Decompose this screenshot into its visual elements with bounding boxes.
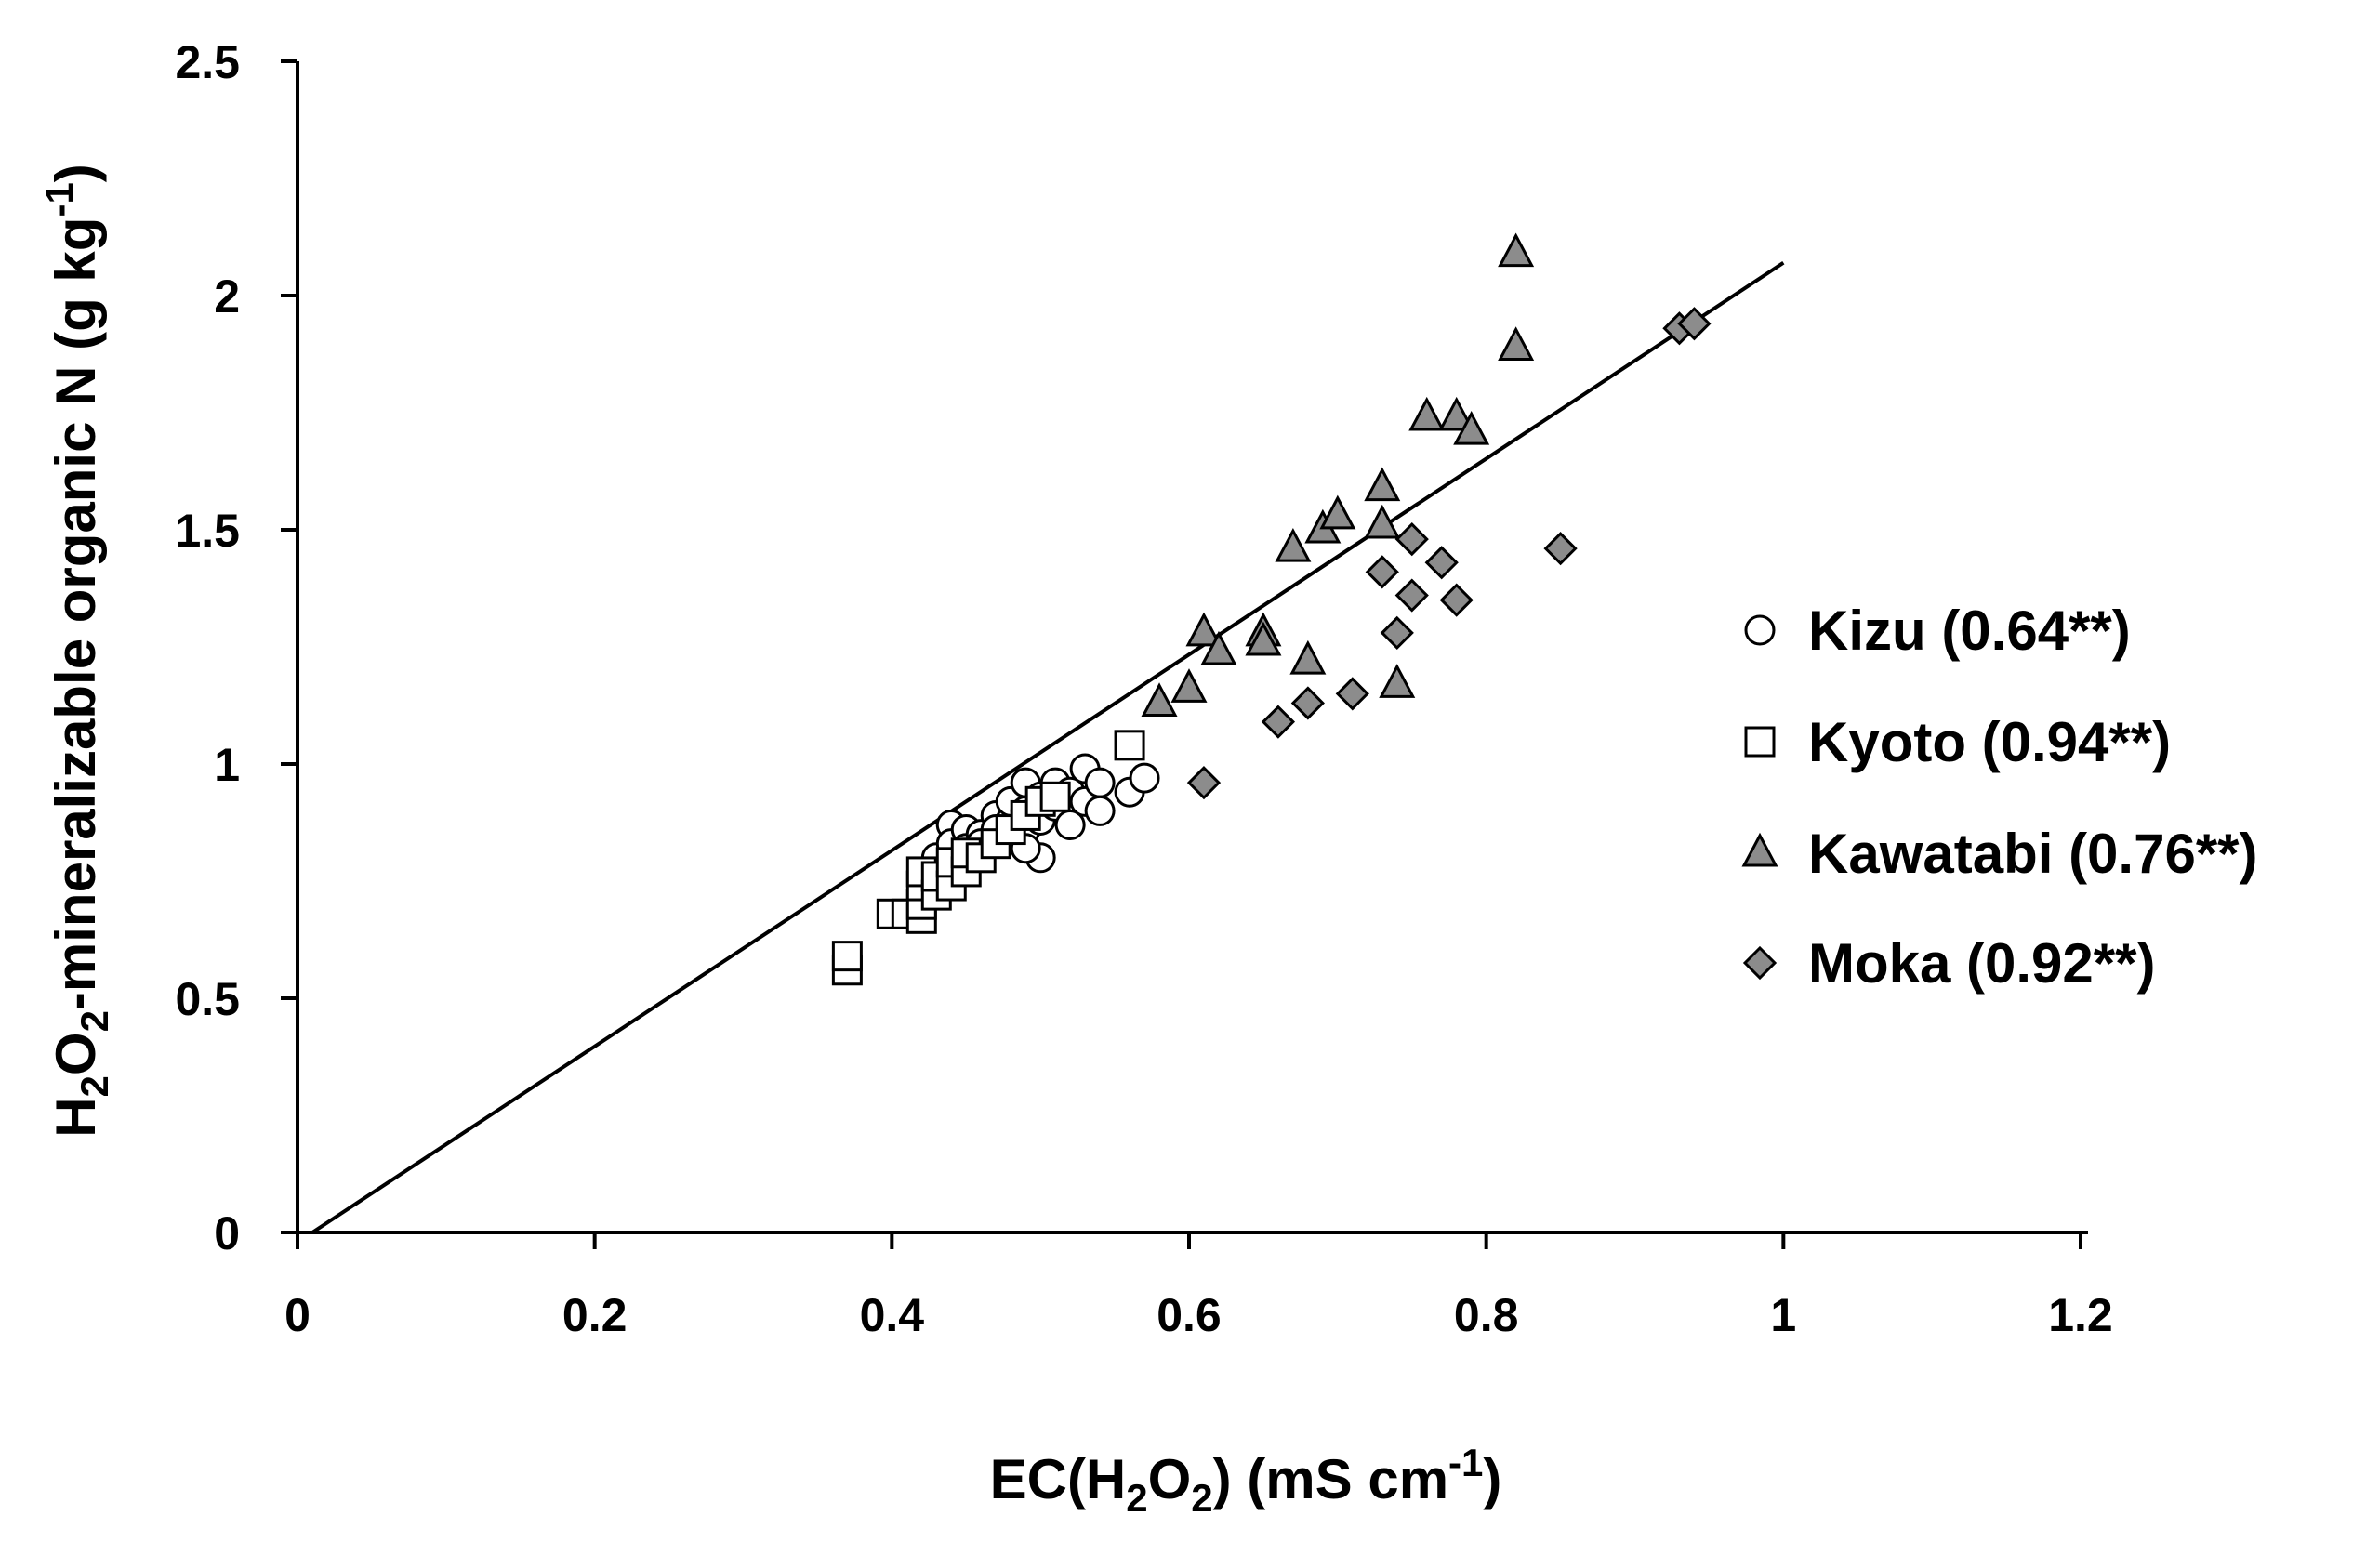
moka-point <box>1439 583 1474 617</box>
x-axis-title: EC(H2O2) (mS cm-1) <box>990 1441 1502 1520</box>
kizu-point <box>1084 795 1116 826</box>
kawatabi-point <box>1170 668 1208 703</box>
moka-point <box>1394 521 1429 557</box>
kawatabi-point <box>1498 232 1535 268</box>
legend-kizu-marker <box>1744 614 1776 646</box>
y-axis-title: H2O2-mineralizable organic N (g kg-1) <box>37 164 116 1138</box>
kizu-point <box>1084 767 1116 798</box>
legend-moka-label: Moka (0.92**) <box>1808 932 2155 995</box>
legend-kyoto-label: Kyoto (0.94**) <box>1808 711 2171 773</box>
x-tick-label: 0.8 <box>1454 1289 1519 1341</box>
kizu-point <box>1129 762 1160 794</box>
x-tick-label: 0 <box>284 1289 311 1341</box>
kawatabi-point <box>1141 682 1178 717</box>
moka-point <box>1335 677 1369 711</box>
legend-moka-marker <box>1742 945 1778 981</box>
kawatabi-point <box>1453 410 1490 445</box>
y-tick-label: 2.5 <box>175 36 240 88</box>
kyoto-point <box>1114 730 1145 761</box>
x-tick-label: 1 <box>1770 1289 1796 1341</box>
kawatabi-point <box>1275 527 1312 562</box>
x-tick-label: 1.2 <box>2048 1289 2113 1341</box>
legend-kyoto-marker <box>1744 726 1776 758</box>
kawatabi-point <box>1498 326 1535 361</box>
moka-point <box>1380 615 1414 651</box>
kawatabi-point <box>1364 504 1401 539</box>
legend-kizu-label: Kizu (0.64**) <box>1808 600 2131 662</box>
moka-point <box>1365 555 1399 589</box>
x-tick-label: 0.4 <box>860 1289 925 1341</box>
kawatabi-point <box>1185 612 1223 647</box>
kawatabi-point <box>1379 664 1416 698</box>
legend-kawatabi-label: Kawatabi (0.76**) <box>1808 823 2258 885</box>
kyoto-point <box>831 941 863 972</box>
x-tick-label: 0.2 <box>562 1289 628 1341</box>
kawatabi-point <box>1245 621 1282 656</box>
kyoto-point <box>1039 781 1071 812</box>
y-tick-label: 0.5 <box>175 973 240 1025</box>
legend-kawatabi-marker <box>1741 832 1778 867</box>
ticks: 0 0.2 0.4 0.6 0.8 1 1.2 0 0.5 1 1.5 2 2.5 <box>175 36 2112 1341</box>
x-tick-label: 0.6 <box>1157 1289 1222 1341</box>
moka-point <box>1677 307 1712 341</box>
moka-point <box>1394 578 1429 613</box>
moka-point <box>1186 766 1222 800</box>
kawatabi-point <box>1289 639 1327 675</box>
legend: Kizu (0.64**) Kyoto (0.94**) Kawatabi (0.7… <box>1741 600 2258 995</box>
kawatabi-point <box>1319 494 1356 530</box>
moka-point <box>1424 546 1459 580</box>
regression-line-group <box>311 261 1785 1234</box>
data-points <box>831 232 1712 986</box>
kawatabi-point <box>1200 630 1237 665</box>
y-tick-label: 2 <box>214 270 240 323</box>
regression-line <box>311 261 1785 1234</box>
moka-point <box>1290 686 1325 720</box>
moka-point <box>1543 532 1578 566</box>
y-tick-label: 0 <box>214 1207 240 1259</box>
kawatabi-point <box>1438 396 1475 431</box>
kawatabi-point <box>1408 396 1446 431</box>
kawatabi-point <box>1364 467 1401 502</box>
moka-point <box>1261 705 1296 739</box>
y-tick-label: 1.5 <box>175 505 240 557</box>
y-tick-label: 1 <box>214 739 240 791</box>
